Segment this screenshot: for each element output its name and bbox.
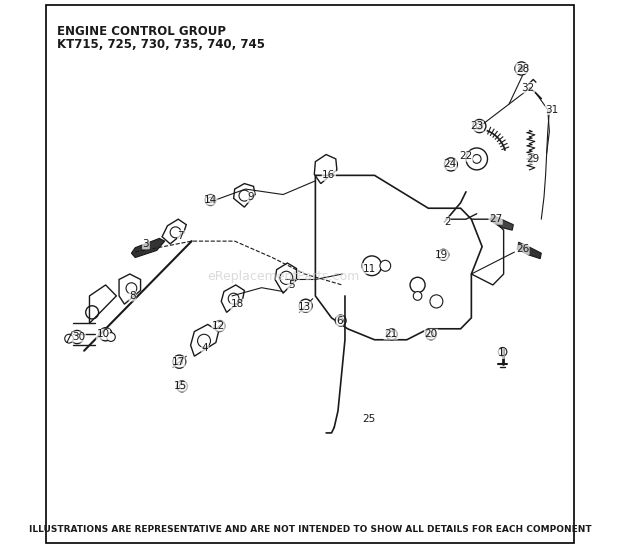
Circle shape	[466, 148, 487, 170]
Circle shape	[410, 277, 425, 293]
Circle shape	[380, 260, 391, 271]
Text: 32: 32	[521, 83, 534, 93]
Text: 20: 20	[425, 329, 438, 339]
Circle shape	[176, 358, 182, 365]
Circle shape	[205, 195, 216, 206]
Text: 3: 3	[143, 239, 149, 249]
Circle shape	[438, 249, 449, 260]
Text: 7: 7	[177, 231, 184, 241]
Text: 24: 24	[443, 159, 456, 169]
Circle shape	[280, 271, 293, 284]
Circle shape	[426, 329, 436, 340]
Circle shape	[518, 65, 525, 72]
Circle shape	[515, 62, 528, 75]
Circle shape	[414, 292, 422, 300]
Text: 28: 28	[516, 64, 529, 73]
Circle shape	[86, 306, 99, 319]
Circle shape	[448, 161, 454, 168]
Text: 9: 9	[247, 192, 254, 202]
Circle shape	[299, 299, 312, 312]
Text: ILLUSTRATIONS ARE REPRESENTATIVE AND ARE NOT INTENDED TO SHOW ALL DETAILS FOR EA: ILLUSTRATIONS ARE REPRESENTATIVE AND ARE…	[29, 526, 591, 534]
Text: 30: 30	[72, 332, 86, 342]
Circle shape	[239, 190, 250, 201]
Circle shape	[208, 197, 213, 203]
Text: 1: 1	[498, 349, 504, 358]
Circle shape	[386, 329, 397, 340]
Circle shape	[445, 158, 458, 171]
Text: 14: 14	[204, 195, 217, 205]
Text: 21: 21	[384, 329, 397, 339]
Text: 22: 22	[459, 151, 472, 161]
Circle shape	[476, 123, 482, 129]
Polygon shape	[490, 215, 513, 230]
Text: 31: 31	[546, 105, 559, 115]
Circle shape	[338, 318, 343, 323]
Text: 13: 13	[298, 302, 311, 312]
Circle shape	[64, 334, 73, 343]
Polygon shape	[131, 238, 165, 258]
Text: 6: 6	[336, 316, 343, 326]
Text: 23: 23	[470, 121, 484, 131]
Polygon shape	[517, 242, 541, 259]
Text: 19: 19	[435, 250, 448, 260]
Text: 18: 18	[231, 299, 244, 309]
Text: 16: 16	[322, 170, 335, 180]
Circle shape	[198, 334, 211, 347]
Text: eReplacementParts.com: eReplacementParts.com	[207, 270, 359, 283]
Circle shape	[473, 119, 486, 133]
Circle shape	[177, 381, 187, 392]
Circle shape	[430, 295, 443, 308]
Circle shape	[428, 332, 434, 337]
Circle shape	[228, 293, 239, 304]
Text: 25: 25	[363, 414, 376, 424]
Circle shape	[389, 332, 394, 337]
Text: 12: 12	[212, 321, 225, 331]
Text: 29: 29	[526, 154, 540, 164]
Text: 15: 15	[174, 381, 187, 391]
Circle shape	[498, 347, 507, 356]
Text: 8: 8	[129, 291, 136, 301]
Text: 4: 4	[202, 343, 208, 353]
Text: 17: 17	[172, 357, 185, 367]
Circle shape	[71, 330, 84, 344]
Circle shape	[215, 321, 225, 332]
Text: 10: 10	[96, 329, 110, 339]
Circle shape	[170, 227, 181, 238]
Text: 26: 26	[516, 244, 529, 254]
Text: 2: 2	[444, 217, 451, 227]
Circle shape	[472, 155, 481, 163]
Text: 11: 11	[363, 264, 376, 273]
Text: 5: 5	[288, 280, 294, 290]
Text: 27: 27	[489, 214, 502, 224]
Circle shape	[99, 328, 112, 341]
Circle shape	[335, 315, 346, 326]
Circle shape	[107, 333, 115, 341]
Circle shape	[126, 283, 137, 294]
Circle shape	[362, 256, 381, 276]
Circle shape	[179, 384, 185, 389]
Text: ENGINE CONTROL GROUP: ENGINE CONTROL GROUP	[57, 25, 226, 38]
Text: KT715, 725, 730, 735, 740, 745: KT715, 725, 730, 735, 740, 745	[57, 38, 265, 52]
Circle shape	[173, 355, 186, 368]
